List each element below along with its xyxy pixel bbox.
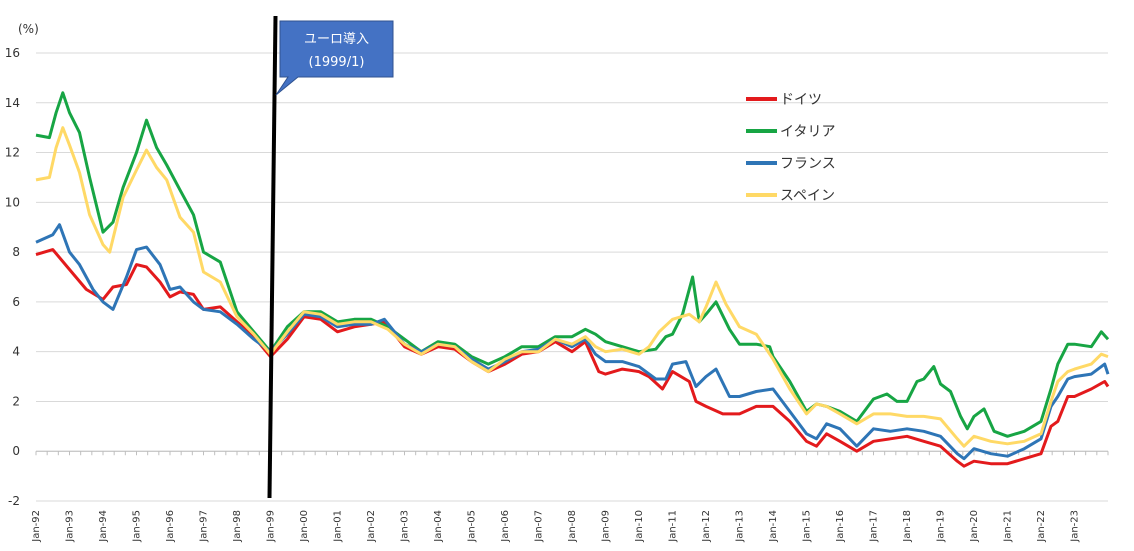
x-tick-label: Jan-09: [601, 510, 612, 543]
y-tick-label: 12: [5, 146, 20, 160]
x-tick-label: Jan-06: [500, 510, 511, 543]
x-tick-label: Jan-02: [366, 510, 377, 543]
legend-label: ドイツ: [780, 92, 822, 108]
y-tick-label: 8: [12, 245, 20, 259]
x-tick-label: Jan-00: [299, 510, 310, 543]
euro-introduction-line: [267, 15, 278, 499]
x-tick-label: Jan-23: [1070, 510, 1081, 543]
y-tick-label: -2: [8, 494, 20, 508]
x-tick-label: Jan-01: [333, 510, 344, 543]
x-tick-label: Jan-98: [232, 510, 243, 543]
x-tick-label: Jan-95: [132, 510, 143, 543]
x-tick-label: Jan-08: [567, 510, 578, 543]
x-tick-label: Jan-96: [165, 510, 176, 543]
callout-text-line1: ユーロ導入: [304, 32, 369, 47]
x-tick-label: Jan-10: [634, 510, 645, 543]
x-axis: [35, 450, 1109, 456]
series-line: [35, 223, 1110, 461]
y-tick-label: 0: [12, 444, 20, 458]
y-axis-ticks: -2 0 2 4 6 8 10 12 14 16: [5, 46, 20, 508]
series-lines: [35, 91, 1110, 468]
series-line: [35, 91, 1110, 438]
x-tick-label: Jan-04: [433, 510, 444, 543]
legend-label: フランス: [780, 156, 836, 172]
y-tick-label: 10: [5, 195, 20, 209]
x-axis-ticks: Jan-92 Jan-93 Jan-94 Jan-95 Jan-96 Jan-97 Jan-…: [31, 510, 1081, 543]
x-tick-label: Jan-11: [668, 510, 679, 543]
x-tick-label: Jan-18: [902, 510, 913, 543]
x-tick-label: Jan-16: [835, 510, 846, 543]
x-tick-label: Jan-19: [936, 510, 947, 543]
y-tick-label: 16: [5, 46, 20, 60]
y-tick-label: 6: [12, 295, 20, 309]
x-tick-label: Jan-22: [1036, 510, 1047, 543]
callout-box: [275, 20, 394, 96]
y-axis-unit: (%): [18, 22, 39, 36]
x-tick-label: Jan-14: [768, 510, 779, 543]
y-tick-label: 2: [12, 394, 20, 408]
legend-label: スペイン: [780, 188, 835, 204]
series-line: [35, 126, 1109, 448]
x-tick-label: Jan-21: [1003, 510, 1014, 543]
legend-label: イタリア: [780, 124, 835, 140]
x-tick-label: Jan-94: [98, 510, 109, 543]
x-tick-label: Jan-07: [534, 510, 545, 543]
euro-introduction-annotation: ユーロ導入 (1999/1): [267, 15, 394, 499]
x-tick-label: Jan-17: [869, 510, 880, 543]
x-tick-label: Jan-99: [266, 510, 277, 543]
y-tick-label: 4: [12, 345, 20, 359]
x-tick-label: Jan-05: [467, 510, 478, 543]
x-tick-label: Jan-97: [199, 510, 210, 543]
callout-text-line2: (1999/1): [309, 55, 365, 70]
series-line: [35, 248, 1110, 468]
x-tick-label: Jan-93: [65, 510, 76, 543]
gridlines: [36, 52, 1108, 502]
x-tick-label: Jan-03: [400, 510, 411, 543]
x-tick-label: Jan-12: [701, 510, 712, 543]
x-tick-label: Jan-92: [31, 510, 42, 543]
x-tick-label: Jan-20: [969, 510, 980, 543]
y-tick-label: 14: [5, 96, 20, 110]
x-tick-label: Jan-13: [735, 510, 746, 543]
x-tick-label: Jan-15: [802, 510, 813, 543]
